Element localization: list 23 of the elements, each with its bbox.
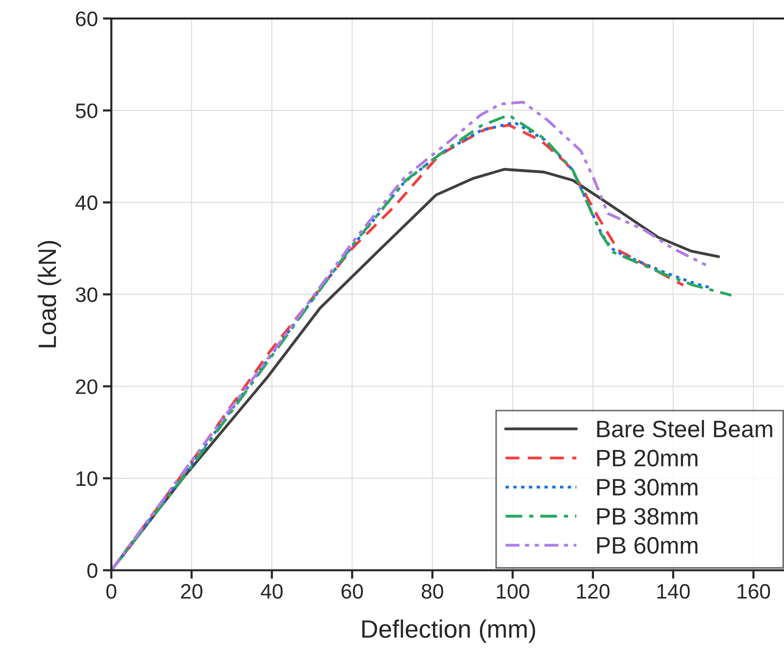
legend-label: PB 20mm xyxy=(597,450,698,466)
x-tick-label: 20 xyxy=(181,584,202,599)
x-axis-title: Deflection (mm) xyxy=(362,620,536,643)
x-tick-label: 120 xyxy=(577,584,610,599)
x-tick-label: 40 xyxy=(260,584,283,599)
legend-label: PB 60mm xyxy=(597,537,698,554)
x-tick-label: 60 xyxy=(342,584,363,599)
y-tick-label: 30 xyxy=(76,287,98,302)
y-tick-label: 10 xyxy=(76,471,98,486)
y-tick-label: 60 xyxy=(76,11,98,26)
y-tick-label: 0 xyxy=(87,563,98,578)
legend-label: Bare Steel Beam xyxy=(597,420,772,438)
x-tick-label: 0 xyxy=(106,584,116,599)
y-tick-label: 40 xyxy=(75,195,98,210)
x-tick-label: 160 xyxy=(738,584,770,599)
x-tick-label: 80 xyxy=(422,584,444,599)
y-axis-title: Load (kN) xyxy=(38,241,62,348)
x-tick-label: 100 xyxy=(496,584,530,599)
y-tick-label: 50 xyxy=(76,103,98,118)
x-tick-label: 140 xyxy=(657,584,690,599)
y-tick-label: 20 xyxy=(76,379,98,394)
legend-label: PB 30mm xyxy=(597,478,698,496)
legend-label: PB 38mm xyxy=(597,508,698,525)
